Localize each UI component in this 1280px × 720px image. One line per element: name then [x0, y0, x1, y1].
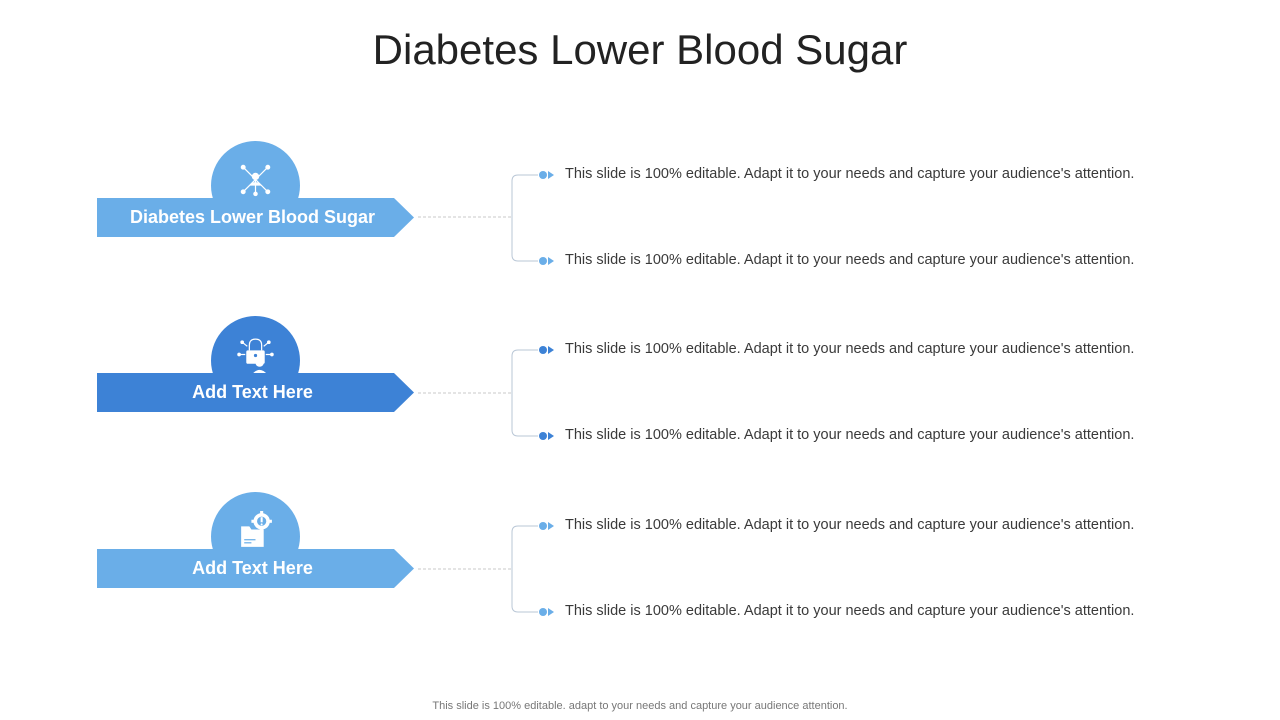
bullet-text: This slide is 100% editable. Adapt it to…: [565, 166, 1135, 182]
slide-title: Diabetes Lower Blood Sugar: [372, 26, 908, 73]
bracket-connector: [418, 522, 554, 616]
arrow-banner-shape: [97, 373, 414, 412]
network-people-icon: [240, 164, 271, 197]
bullet-text: This slide is 100% editable. Adapt it to…: [565, 603, 1135, 619]
arrow-banner-shape: [97, 198, 414, 237]
bullet-text: This slide is 100% editable. Adapt it to…: [565, 341, 1135, 357]
folder-gear-icon: [241, 511, 272, 547]
lock-user-icon: [237, 338, 274, 375]
bullet-text: This slide is 100% editable. Adapt it to…: [565, 517, 1135, 533]
bullet-text: This slide is 100% editable. Adapt it to…: [565, 427, 1135, 443]
banner-label: Add Text Here: [192, 382, 313, 402]
arrow-banner-shape: [97, 549, 414, 588]
bullet-text: This slide is 100% editable. Adapt it to…: [565, 252, 1135, 268]
diagram-row-2: Add Text Here This slide is 100% editabl…: [0, 316, 1280, 516]
bracket-connector: [418, 171, 554, 265]
category-banner: Add Text Here: [97, 549, 414, 588]
category-banner: Add Text Here: [97, 373, 414, 412]
banner-label: Add Text Here: [192, 558, 313, 578]
diagram-row-3: Add Text Here This slide is 100% editabl…: [0, 492, 1280, 692]
diagram-row-1: Diabetes Lower Blood Sugar This slide is…: [0, 141, 1280, 341]
banner-label: Diabetes Lower Blood Sugar: [129, 207, 376, 227]
category-banner: Diabetes Lower Blood Sugar: [97, 198, 414, 237]
footer-note: This slide is 100% editable. adapt to yo…: [432, 700, 848, 712]
bracket-connector: [418, 346, 554, 440]
